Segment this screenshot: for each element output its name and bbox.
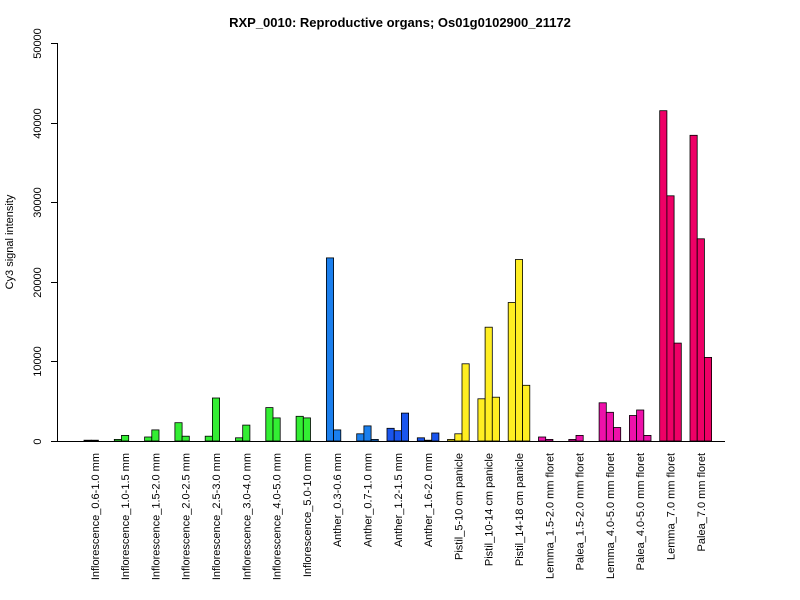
bar <box>643 434 652 442</box>
bar <box>605 411 614 442</box>
bar <box>636 409 645 442</box>
x-tick-label: Palea_7.0 mm floret <box>696 453 708 551</box>
x-tick-label: Inflorescence_1.0-1.5 mm <box>120 453 132 580</box>
x-tick-label: Inflorescence_1.5-2.0 mm <box>150 453 162 580</box>
bar <box>90 439 99 442</box>
bar <box>302 417 311 442</box>
x-tick-label: Palea_1.5-2.0 mm floret <box>575 453 587 570</box>
x-tick-label: Inflorescence_0.6-1.0 mm <box>90 453 102 580</box>
bar <box>598 402 607 442</box>
bar <box>121 434 130 442</box>
bar <box>393 430 402 442</box>
bar <box>242 424 251 442</box>
bar <box>666 195 675 442</box>
bar <box>673 342 682 442</box>
y-axis: 0 10000 20000 30000 40000 50000 <box>32 28 58 445</box>
y-tick-label: 50000 <box>32 28 44 59</box>
bar <box>416 437 425 442</box>
bar <box>144 436 153 442</box>
bar <box>424 439 433 442</box>
bar <box>272 417 281 442</box>
x-tick-label: Lemma_7.0 mm floret <box>666 453 678 560</box>
y-tick-label: 10000 <box>32 346 44 377</box>
bar <box>204 435 213 442</box>
bar <box>174 422 183 442</box>
bar <box>515 259 524 442</box>
bar <box>613 427 622 442</box>
x-tick-label: Inflorescence_3.0-4.0 mm <box>241 453 253 580</box>
x-tick-label: Palea_4.0-5.0 mm floret <box>635 453 647 570</box>
bar <box>113 438 122 442</box>
bar <box>447 438 456 442</box>
bar <box>461 363 470 442</box>
x-tick-label: Lemma_4.0-5.0 mm floret <box>605 453 617 579</box>
bar <box>659 110 668 442</box>
y-axis-label: Cy3 signal intensity <box>4 194 16 289</box>
y-tick-label: 30000 <box>32 187 44 218</box>
bar <box>522 384 531 442</box>
x-tick-label: Anther_0.3-0.6 mm <box>332 453 344 547</box>
bar <box>333 429 342 442</box>
bar <box>235 437 244 442</box>
bar <box>507 302 516 442</box>
bar <box>477 398 486 442</box>
bar <box>431 432 440 442</box>
x-tick-label: Anther_0.7-1.0 mm <box>363 453 375 547</box>
y-tick-label: 0 <box>32 438 44 444</box>
bar <box>400 412 409 442</box>
x-tick-label: Inflorescence_4.0-5.0 mm <box>272 453 284 580</box>
x-tick-labels: Inflorescence_0.6-1.0 mm Inflorescence_1.… <box>90 453 708 580</box>
x-tick-label: Pistil_5-10 cm panicle <box>453 453 465 560</box>
x-tick-label: Inflorescence_5.0-10 mm <box>302 453 314 577</box>
bar <box>704 356 713 442</box>
chart-title: RXP_0010: Reproductive organs; Os01g0102… <box>229 15 571 30</box>
bar <box>696 238 705 442</box>
bar <box>538 436 547 442</box>
x-tick-label: Inflorescence_2.5-3.0 mm <box>211 453 223 580</box>
bar <box>325 257 334 442</box>
bar <box>151 429 160 442</box>
x-tick-label: Inflorescence_2.0-2.5 mm <box>181 453 193 580</box>
bar <box>181 435 190 442</box>
x-tick-label: Lemma_1.5-2.0 mm floret <box>544 453 556 579</box>
bar <box>454 433 463 442</box>
bar <box>386 427 395 442</box>
bar <box>211 397 220 442</box>
bar <box>370 438 379 442</box>
x-tick-label: Anther_1.2-1.5 mm <box>393 453 405 547</box>
bar <box>629 415 638 442</box>
bar <box>356 433 365 442</box>
bar <box>568 438 577 442</box>
bar <box>363 425 372 442</box>
y-tick-label: 40000 <box>32 108 44 139</box>
bars <box>83 110 713 442</box>
x-tick-label: Anther_1.6-2.0 mm <box>423 453 435 547</box>
bar <box>689 134 698 442</box>
bar <box>83 439 92 442</box>
y-tick-label: 20000 <box>32 267 44 298</box>
bar <box>484 326 493 442</box>
x-tick-label: Pistil_14-18 cm panicle <box>514 453 526 566</box>
bar <box>295 415 304 442</box>
bar <box>545 438 554 442</box>
bar <box>491 396 500 442</box>
bar <box>265 407 274 442</box>
x-tick-label: Pistil_10-14 cm panicle <box>484 453 496 566</box>
bar <box>575 434 584 442</box>
